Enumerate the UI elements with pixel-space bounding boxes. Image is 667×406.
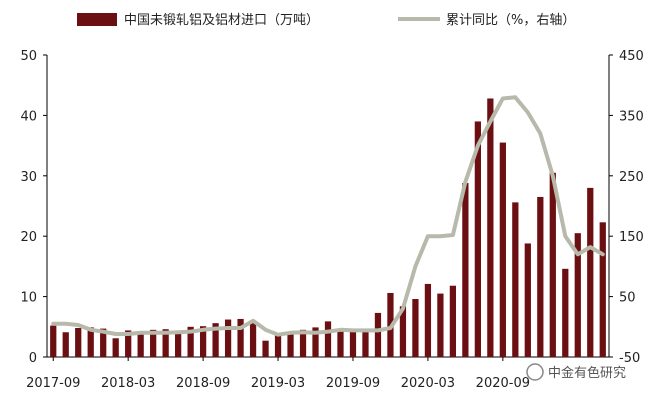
bar	[599, 222, 606, 357]
bar	[487, 98, 494, 357]
bar	[137, 331, 144, 357]
bar	[212, 323, 219, 357]
bar	[499, 142, 506, 357]
bar	[449, 285, 457, 357]
right-tick-label: 50	[619, 291, 636, 306]
bar	[262, 340, 269, 357]
x-tick-label: 2020-09	[476, 376, 530, 391]
bar	[312, 327, 319, 357]
bar	[100, 328, 107, 357]
bar	[524, 243, 531, 357]
right-tick-label: 450	[619, 49, 644, 64]
left-tick-label: 40	[20, 109, 37, 124]
bar	[462, 183, 469, 357]
bar	[175, 331, 182, 357]
bar	[399, 306, 407, 357]
bar	[237, 318, 244, 357]
bar	[162, 329, 169, 357]
right-tick-label: 350	[619, 109, 644, 124]
bar	[224, 319, 232, 357]
bar	[125, 330, 132, 357]
left-tick-label: 30	[20, 170, 37, 185]
bar	[299, 329, 307, 357]
bar	[199, 326, 207, 357]
legend-bar-swatch	[77, 13, 117, 26]
bar	[112, 338, 119, 357]
left-tick-label: 20	[20, 230, 37, 245]
bar	[537, 196, 544, 357]
bar	[362, 328, 369, 357]
x-tick-label: 2019-03	[251, 376, 305, 391]
legend: 中国未锻轧铝及铝材进口（万吨） 累计同比（%，右轴）	[77, 13, 575, 28]
x-tick-label: 2020-03	[401, 376, 455, 391]
bar	[150, 329, 157, 357]
bar	[337, 329, 344, 357]
x-tick-label: 2019-09	[326, 376, 380, 391]
x-tick-label: 2017-09	[26, 376, 80, 391]
watermark: 中金有色研究	[526, 363, 626, 381]
plot-area: 0 10 20 30 40 50 -50 50 150 250 350 450 2017-09 2018-…	[20, 49, 643, 391]
bar	[349, 329, 357, 357]
right-tick-label: 250	[619, 170, 644, 185]
bar	[512, 202, 519, 357]
bar	[324, 321, 332, 357]
bar	[424, 283, 432, 357]
watermark-text: 中金有色研究	[548, 365, 626, 381]
bar	[75, 328, 82, 357]
bar	[50, 325, 57, 357]
x-tick-label: 2018-03	[101, 376, 155, 391]
right-tick-label: -50	[619, 351, 640, 366]
cumulative-yoy-line	[51, 95, 605, 337]
left-tick-label: 10	[20, 291, 37, 306]
bar	[412, 299, 419, 357]
bar	[574, 233, 581, 357]
bar	[274, 335, 282, 357]
bar	[474, 121, 481, 357]
left-tick-label: 0	[29, 351, 37, 366]
bar	[562, 268, 569, 357]
x-tick-label: 2018-09	[176, 376, 230, 391]
bar	[187, 326, 194, 357]
bar	[62, 332, 69, 357]
right-tick-label: 150	[619, 230, 644, 245]
left-tick-label: 50	[20, 49, 37, 64]
bar	[437, 293, 444, 357]
legend-bar-label: 中国未锻轧铝及铝材进口（万吨）	[124, 13, 319, 28]
bar	[287, 332, 294, 357]
bar	[249, 322, 257, 357]
legend-line-label: 累计同比（%，右轴）	[446, 13, 575, 28]
bar	[587, 187, 594, 357]
wechat-icon	[526, 363, 544, 381]
bar	[87, 327, 94, 357]
bar	[374, 312, 382, 357]
bar	[549, 172, 556, 357]
